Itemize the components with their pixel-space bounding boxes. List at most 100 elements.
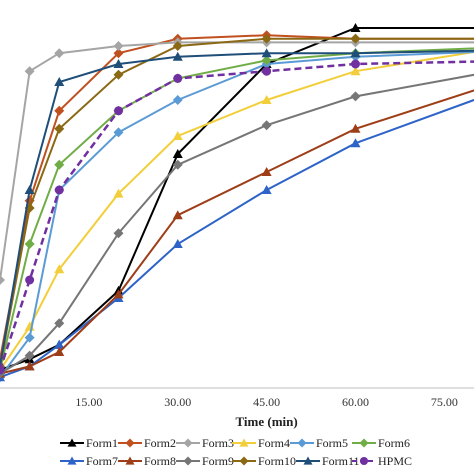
- data-point: [54, 347, 65, 356]
- legend-marker: [359, 438, 369, 448]
- legend-item: Form3: [176, 436, 234, 450]
- series-line: [0, 60, 474, 371]
- data-point: [172, 51, 183, 61]
- series-line: [0, 49, 474, 367]
- data-point: [113, 48, 124, 59]
- legend-label: HPMC: [378, 454, 412, 468]
- data-point: [261, 48, 272, 58]
- data-point: [54, 339, 65, 349]
- data-point: [172, 210, 183, 220]
- legend-marker: [67, 438, 77, 447]
- series-form9: [0, 73, 474, 379]
- legend-marker: [183, 456, 193, 466]
- data-point: [54, 185, 64, 195]
- data-point: [261, 95, 272, 104]
- data-point: [24, 332, 35, 343]
- series-line: [0, 89, 474, 375]
- series-form11: [0, 48, 474, 371]
- legend-marker: [303, 456, 313, 465]
- data-point: [350, 66, 361, 76]
- legend-item: Form1: [60, 436, 118, 450]
- data-point: [54, 105, 65, 116]
- series-line: [0, 50, 474, 378]
- data-point: [54, 159, 65, 170]
- legend-marker: [125, 438, 135, 448]
- legend-label: Form10: [258, 454, 296, 468]
- data-point: [172, 41, 183, 51]
- data-point: [54, 123, 65, 134]
- legend-marker: [183, 438, 193, 448]
- legend: Form1 Form2 Form3 Form4 Form5 Form6 Form7 Form8…: [60, 436, 412, 468]
- series-line: [0, 98, 474, 379]
- legend-label: Form7: [86, 454, 118, 468]
- data-point: [261, 120, 272, 131]
- x-tick-label: 45.00: [253, 395, 280, 409]
- series-line: [0, 73, 474, 375]
- series-layer: [0, 23, 474, 383]
- data-point: [350, 48, 361, 58]
- legend-marker: [359, 456, 369, 466]
- data-point: [262, 66, 272, 76]
- series-form10: [0, 33, 474, 372]
- legend-label: Form1: [86, 436, 118, 450]
- data-point: [261, 55, 272, 66]
- data-point: [113, 289, 124, 299]
- data-point: [113, 69, 124, 80]
- legend-item: Form11: [296, 454, 360, 468]
- legend-item: Form2: [118, 436, 176, 450]
- data-point: [351, 59, 360, 69]
- legend-marker: [67, 456, 77, 465]
- legend-label: Form11: [322, 454, 360, 468]
- data-point: [54, 48, 65, 59]
- data-point: [350, 33, 361, 44]
- x-axis-title: Time (min): [236, 414, 298, 429]
- data-point: [113, 127, 124, 138]
- series-form2: [0, 30, 474, 365]
- data-point: [54, 318, 65, 329]
- legend-label: Form5: [316, 436, 348, 450]
- data-point: [113, 228, 124, 239]
- x-tick-label: 15.00: [75, 395, 102, 409]
- data-point: [350, 123, 361, 133]
- series-form7: [0, 98, 474, 382]
- data-point: [350, 138, 361, 148]
- data-point: [24, 66, 35, 77]
- legend-marker: [125, 456, 135, 465]
- data-point: [261, 167, 272, 176]
- x-tick-label: 75.00: [431, 395, 458, 409]
- legend-item: Form6: [352, 436, 410, 450]
- legend-marker: [239, 456, 249, 466]
- series-hpmc: [0, 59, 474, 375]
- data-point: [54, 264, 65, 274]
- data-point: [24, 350, 35, 361]
- data-point: [173, 73, 183, 83]
- legend-item: Form4: [232, 436, 290, 450]
- data-point: [54, 77, 65, 86]
- data-point: [24, 185, 35, 194]
- data-point: [24, 361, 35, 371]
- legend-label: Form6: [378, 436, 410, 450]
- data-point: [0, 275, 5, 285]
- data-point: [172, 159, 183, 170]
- plot-area: 15.00 30.00 45.00 60.00 75.00: [0, 23, 474, 409]
- x-tick-label: 30.00: [164, 395, 191, 409]
- data-point: [113, 59, 124, 68]
- data-point: [172, 149, 183, 158]
- data-point: [172, 239, 183, 248]
- series-line: [0, 27, 474, 371]
- data-point: [25, 275, 35, 285]
- legend-label: Form3: [202, 436, 234, 450]
- data-point: [114, 106, 123, 116]
- data-point: [350, 23, 361, 32]
- data-point: [172, 131, 183, 140]
- series-line: [0, 34, 474, 360]
- series-line: [0, 41, 474, 281]
- legend-item: Form9: [176, 454, 234, 468]
- data-point: [24, 239, 35, 249]
- legend-item: Form10: [232, 454, 296, 468]
- data-point: [172, 95, 183, 105]
- data-point: [261, 33, 272, 44]
- legend-label: Form2: [144, 436, 176, 450]
- data-point: [0, 365, 5, 375]
